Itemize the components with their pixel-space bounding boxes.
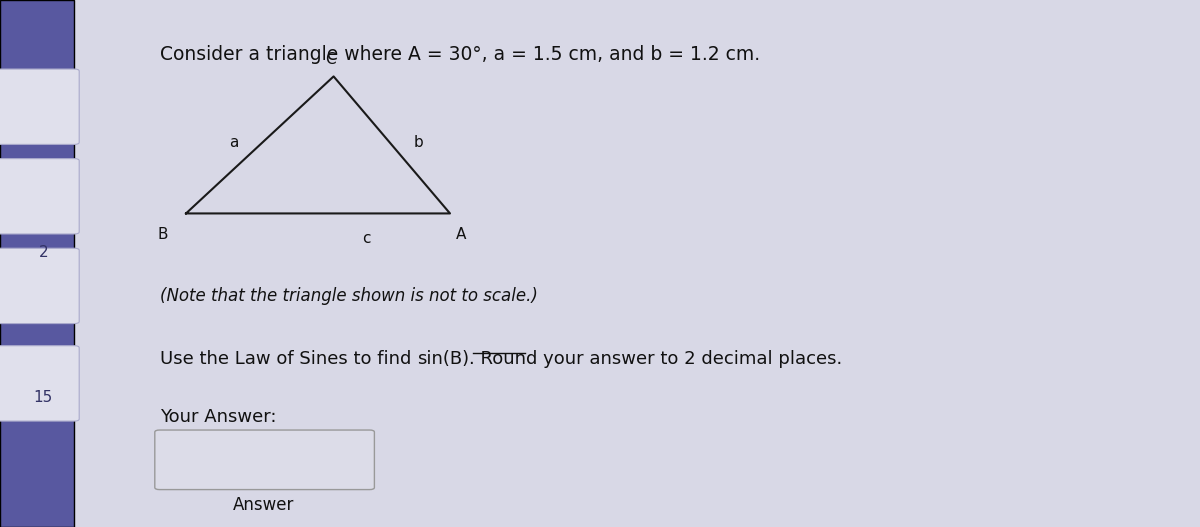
Text: c: c [361,231,371,246]
FancyBboxPatch shape [0,159,79,234]
Text: sin(B): sin(B) [416,350,469,368]
Text: Use the Law of Sines to find: Use the Law of Sines to find [160,350,416,368]
Text: b: b [413,135,424,150]
FancyBboxPatch shape [0,0,74,527]
Text: B: B [157,227,168,241]
Text: Consider a triangle where A = 30°, a = 1.5 cm, and b = 1.2 cm.: Consider a triangle where A = 30°, a = 1… [160,45,760,64]
Text: A: A [456,227,467,241]
Text: a: a [229,135,238,150]
FancyBboxPatch shape [0,69,79,144]
Text: 2: 2 [38,246,48,260]
FancyBboxPatch shape [155,430,374,490]
FancyBboxPatch shape [0,346,79,421]
Text: . Round your answer to 2 decimal places.: . Round your answer to 2 decimal places. [469,350,842,368]
FancyBboxPatch shape [0,248,79,324]
Text: Your Answer:: Your Answer: [160,408,276,426]
Text: 15: 15 [34,391,53,405]
Text: (Note that the triangle shown is not to scale.): (Note that the triangle shown is not to … [160,287,538,305]
Text: Answer: Answer [233,496,295,514]
Text: C: C [325,52,335,67]
